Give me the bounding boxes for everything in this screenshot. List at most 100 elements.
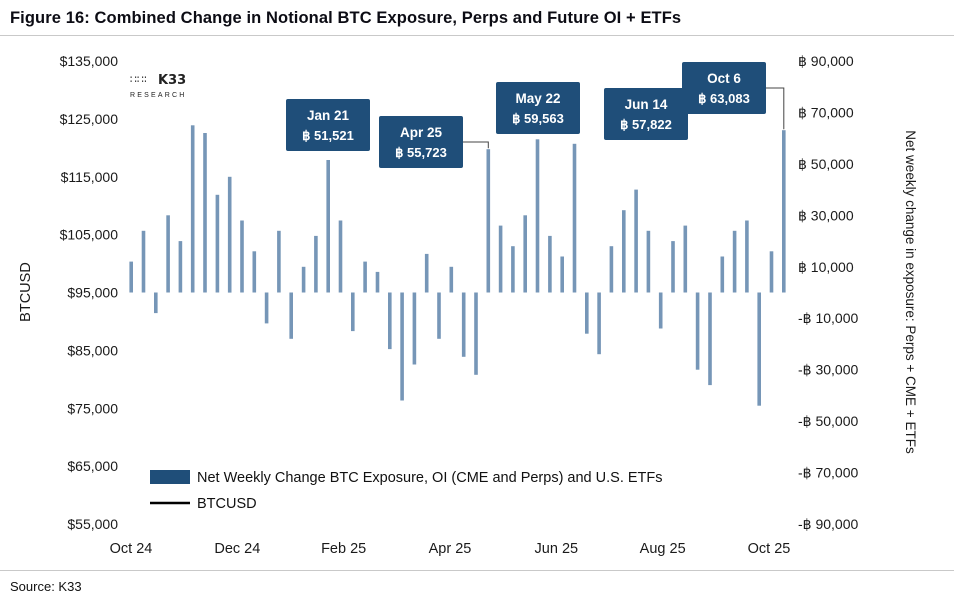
annotation-value: ฿ 63,083 bbox=[698, 91, 750, 106]
annotation-apr-25: Apr 25 ฿ 55,723 bbox=[379, 116, 489, 168]
svg-text:$65,000: $65,000 bbox=[67, 458, 118, 474]
svg-text:-฿ 10,000: -฿ 10,000 bbox=[798, 310, 858, 326]
bar bbox=[190, 125, 195, 293]
bar bbox=[461, 292, 466, 357]
svg-text:฿ 70,000: ฿ 70,000 bbox=[798, 104, 854, 120]
annotation-connector bbox=[766, 87, 785, 130]
svg-text:$55,000: $55,000 bbox=[67, 516, 118, 532]
bar bbox=[622, 210, 626, 293]
annotation-date: Jan 21 bbox=[307, 108, 350, 123]
svg-text:Jun 25: Jun 25 bbox=[535, 541, 579, 557]
bar bbox=[474, 292, 478, 375]
annotation-value: ฿ 57,822 bbox=[620, 117, 672, 132]
k33-logo-name: K33 bbox=[158, 73, 186, 88]
k33-logo: ∷∷∶ K33 RESEARCH bbox=[130, 73, 187, 99]
bar bbox=[782, 130, 786, 293]
svg-text:฿ 90,000: ฿ 90,000 bbox=[798, 53, 854, 69]
bar bbox=[523, 215, 527, 293]
bar bbox=[227, 176, 232, 293]
svg-text:-฿ 90,000: -฿ 90,000 bbox=[798, 516, 858, 532]
page-title: Figure 16: Combined Change in Notional B… bbox=[10, 9, 682, 27]
bar bbox=[486, 149, 491, 293]
annotation-date: May 22 bbox=[515, 91, 560, 106]
bar bbox=[498, 225, 503, 293]
right-axis-title: Net weekly change in exposure: Perps + C… bbox=[903, 130, 918, 454]
bar bbox=[695, 292, 700, 370]
left-axis-title: BTCUSD bbox=[18, 262, 34, 322]
svg-text:$115,000: $115,000 bbox=[61, 169, 119, 185]
bar bbox=[240, 220, 244, 293]
bar bbox=[141, 230, 146, 293]
bar bbox=[572, 143, 577, 293]
svg-text:฿ 30,000: ฿ 30,000 bbox=[798, 207, 854, 223]
annotation-box bbox=[286, 99, 370, 151]
k33-logo-sub: RESEARCH bbox=[130, 92, 187, 99]
legend-swatch-bars bbox=[150, 470, 190, 484]
svg-text:$75,000: $75,000 bbox=[67, 400, 118, 416]
bar bbox=[511, 246, 515, 293]
legend-label-bars: Net Weekly Change BTC Exposure, OI (CME … bbox=[197, 470, 663, 486]
bar bbox=[424, 253, 429, 293]
annotation-oct-6: Oct 6 ฿ 63,083 bbox=[682, 62, 785, 130]
bar bbox=[154, 292, 158, 314]
annotation-box bbox=[379, 116, 463, 168]
bar bbox=[597, 292, 601, 355]
bar bbox=[437, 292, 441, 339]
bar bbox=[215, 194, 220, 293]
bar bbox=[585, 292, 589, 334]
svg-text:-฿ 70,000: -฿ 70,000 bbox=[798, 465, 858, 481]
svg-text:$125,000: $125,000 bbox=[60, 111, 119, 127]
bar bbox=[708, 292, 712, 386]
annotation-date: Oct 6 bbox=[707, 71, 741, 86]
annotation-box bbox=[496, 82, 580, 134]
bar bbox=[548, 235, 552, 293]
bar bbox=[351, 292, 355, 332]
svg-text:Apr 25: Apr 25 bbox=[429, 541, 472, 557]
bar bbox=[535, 139, 540, 293]
bar bbox=[252, 251, 257, 293]
annotation-date: Jun 14 bbox=[625, 97, 668, 112]
svg-text:$135,000: $135,000 bbox=[60, 53, 119, 69]
bar bbox=[745, 220, 749, 293]
svg-text:-฿ 50,000: -฿ 50,000 bbox=[798, 413, 858, 429]
bar bbox=[560, 256, 564, 293]
annotation-box bbox=[604, 88, 688, 140]
annotation-value: ฿ 59,563 bbox=[512, 111, 564, 126]
svg-text:Aug 25: Aug 25 bbox=[640, 541, 686, 557]
svg-text:$95,000: $95,000 bbox=[67, 285, 118, 301]
chart-area: ∷∷∶ K33 RESEARCH BTCUSD Net weekly chang… bbox=[0, 36, 954, 570]
x-axis-ticks: Oct 24 Dec 24 Feb 25 Apr 25 Jun 25 Aug 25 Oct … bbox=[110, 541, 791, 557]
annotation-may-22: May 22 ฿ 59,563 bbox=[496, 82, 580, 134]
bar bbox=[388, 292, 392, 350]
bar bbox=[375, 271, 380, 293]
annotation-box bbox=[682, 62, 766, 114]
bar bbox=[178, 241, 183, 293]
bar bbox=[326, 160, 330, 293]
annotation-value: ฿ 51,521 bbox=[302, 128, 354, 143]
bar bbox=[264, 292, 269, 324]
annotation-jun-14: Jun 14 ฿ 57,822 bbox=[604, 88, 688, 140]
bar bbox=[166, 215, 170, 293]
bar bbox=[683, 225, 688, 293]
bar bbox=[449, 266, 454, 293]
bar bbox=[203, 133, 207, 293]
bar bbox=[609, 246, 614, 293]
annotation-date: Apr 25 bbox=[400, 125, 443, 140]
bar bbox=[757, 292, 761, 406]
source-text: Source: K33 bbox=[10, 579, 82, 594]
net-weekly-change-bars bbox=[129, 125, 786, 406]
bar bbox=[671, 241, 675, 293]
svg-text:Feb 25: Feb 25 bbox=[321, 541, 366, 557]
figure-title-bar: Figure 16: Combined Change in Notional B… bbox=[0, 0, 954, 36]
legend-label-line: BTCUSD bbox=[197, 496, 257, 512]
bar bbox=[732, 230, 737, 293]
svg-text:Oct 24: Oct 24 bbox=[110, 541, 153, 557]
bar bbox=[301, 266, 306, 293]
bar bbox=[646, 230, 651, 293]
annotation-connector bbox=[463, 141, 489, 149]
bar bbox=[129, 261, 133, 293]
bar bbox=[277, 230, 281, 293]
right-axis-ticks: ฿ 90,000 ฿ 70,000 ฿ 50,000 ฿ 30,000 ฿ 10,000… bbox=[798, 53, 858, 532]
chart-legend: Net Weekly Change BTC Exposure, OI (CME … bbox=[150, 470, 663, 512]
k33-logo-mark-icon: ∷∷∶ bbox=[130, 73, 147, 86]
